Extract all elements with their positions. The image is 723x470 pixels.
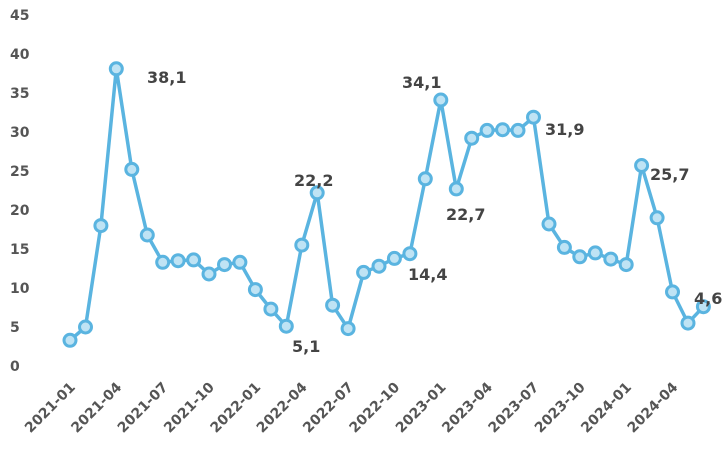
y-tick-label: 0 bbox=[10, 359, 20, 375]
data-point bbox=[124, 161, 140, 177]
y-tick-label: 20 bbox=[10, 203, 30, 219]
y-tick-label: 35 bbox=[10, 86, 29, 102]
data-label-dip-3: 22,7 bbox=[446, 205, 485, 224]
data-label-peak-2: 22,2 bbox=[294, 171, 333, 190]
data-label-low-1: 5,1 bbox=[292, 337, 320, 356]
data-point bbox=[62, 332, 78, 348]
data-point bbox=[386, 250, 402, 266]
data-point bbox=[294, 237, 310, 253]
data-point bbox=[448, 181, 464, 197]
data-point bbox=[649, 210, 665, 226]
data-point bbox=[356, 264, 372, 280]
data-label-peak-4: 31,9 bbox=[545, 120, 584, 139]
data-point bbox=[186, 252, 202, 268]
data-point bbox=[93, 218, 109, 234]
data-point bbox=[201, 266, 217, 282]
data-point bbox=[695, 299, 711, 315]
y-tick-label: 40 bbox=[10, 47, 30, 63]
y-tick-label: 30 bbox=[10, 125, 30, 141]
data-point bbox=[464, 130, 480, 146]
y-tick-label: 25 bbox=[10, 164, 29, 180]
y-axis-ticks: 0 5 10 15 20 25 30 35 40 45 bbox=[10, 8, 30, 375]
data-point bbox=[665, 284, 680, 300]
data-point bbox=[232, 254, 248, 270]
data-point bbox=[634, 158, 650, 173]
data-point bbox=[325, 297, 341, 313]
y-tick-label: 5 bbox=[10, 320, 20, 336]
data-point bbox=[495, 122, 511, 138]
x-tick-label: 2024-04 bbox=[625, 379, 682, 436]
data-point bbox=[680, 315, 696, 331]
data-point bbox=[556, 239, 572, 255]
data-label-peak-3: 34,1 bbox=[402, 73, 441, 92]
data-point bbox=[510, 122, 526, 138]
data-point bbox=[603, 251, 619, 267]
data-point bbox=[309, 185, 325, 201]
series-line bbox=[68, 67, 706, 343]
data-point bbox=[526, 109, 541, 125]
data-point bbox=[340, 321, 356, 337]
data-point bbox=[479, 122, 495, 138]
data-point bbox=[371, 258, 387, 274]
data-label-peak-5: 25,7 bbox=[650, 165, 689, 184]
y-tick-label: 10 bbox=[10, 281, 30, 297]
data-point bbox=[247, 282, 263, 298]
data-point bbox=[541, 216, 557, 232]
data-point bbox=[170, 253, 186, 269]
data-point bbox=[417, 171, 433, 187]
data-point bbox=[108, 61, 124, 77]
data-point bbox=[139, 227, 155, 243]
data-point bbox=[433, 92, 449, 108]
data-point bbox=[572, 249, 588, 265]
data-point bbox=[618, 257, 634, 273]
data-point bbox=[78, 319, 93, 335]
y-tick-label: 45 bbox=[10, 8, 29, 24]
data-point bbox=[278, 318, 294, 334]
data-point bbox=[217, 257, 232, 273]
data-point bbox=[587, 245, 603, 261]
data-point bbox=[402, 246, 418, 262]
data-label-peak-1: 38,1 bbox=[147, 68, 186, 87]
data-labels: 38,1 5,1 22,2 14,4 34,1 22,7 31,9 25,7 4… bbox=[147, 68, 722, 356]
y-tick-label: 15 bbox=[10, 242, 29, 258]
data-point bbox=[155, 254, 171, 270]
data-label-last: 4,6 bbox=[694, 289, 722, 308]
data-label-low-2: 14,4 bbox=[408, 265, 447, 284]
data-point bbox=[263, 301, 279, 317]
series-points bbox=[62, 61, 711, 348]
x-axis-ticks: 2021-012021-042021-072021-102022-012022-… bbox=[22, 379, 681, 436]
